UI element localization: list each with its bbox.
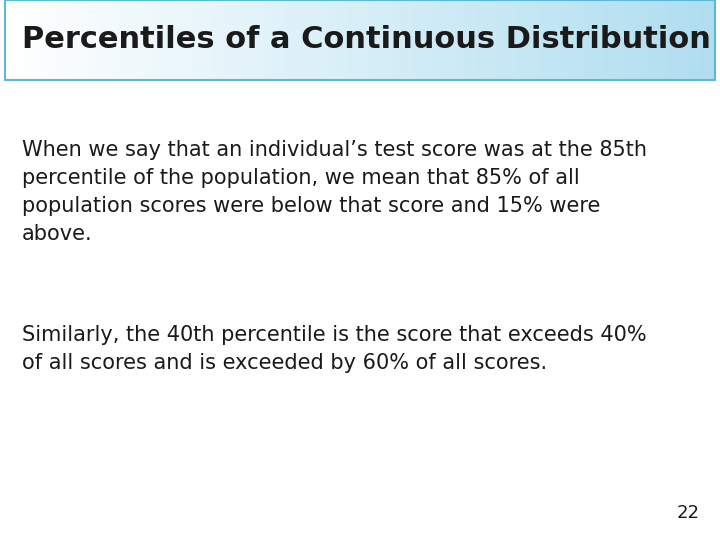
Bar — [5, 0, 715, 80]
Text: 22: 22 — [677, 504, 700, 522]
Text: When we say that an individual’s test score was at the 85th
percentile of the po: When we say that an individual’s test sc… — [22, 140, 647, 244]
Text: Similarly, the 40th percentile is the score that exceeds 40%
of all scores and i: Similarly, the 40th percentile is the sc… — [22, 325, 647, 373]
Text: Percentiles of a Continuous Distribution: Percentiles of a Continuous Distribution — [22, 25, 711, 55]
